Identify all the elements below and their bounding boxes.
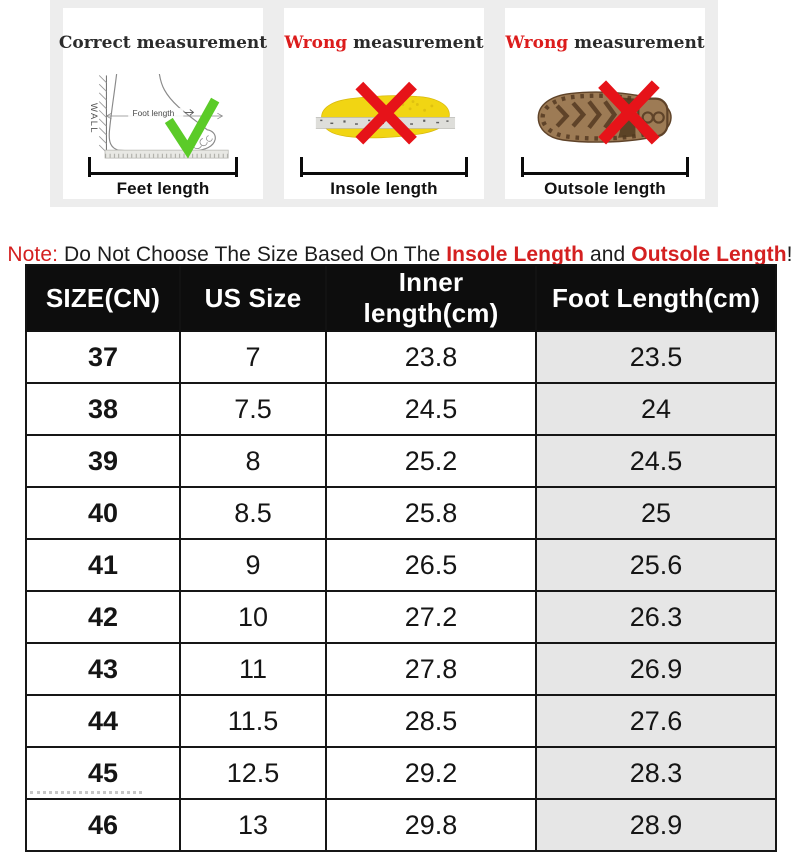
wall-label: WALL bbox=[89, 103, 100, 134]
header-us-size: US Size bbox=[179, 264, 327, 332]
inner-length-cell: 25.8 bbox=[325, 486, 537, 540]
table-row: 43 11 27.8 26.9 bbox=[25, 642, 777, 696]
panel-correct-measurement: Correct measurement WALL bbox=[59, 8, 267, 199]
red-cross-icon bbox=[598, 80, 660, 145]
us-size-cell: 9 bbox=[179, 538, 327, 592]
foot-length-cell: 25 bbox=[535, 486, 777, 540]
size-cn-cell: 39 bbox=[25, 434, 181, 488]
us-size-cell: 8 bbox=[179, 434, 327, 488]
size-table: SIZE(CN) US Size Inner length(cm) Foot L… bbox=[25, 264, 777, 852]
table-row: 38 7.5 24.5 24 bbox=[25, 382, 777, 436]
us-size-cell: 7 bbox=[179, 330, 327, 384]
inner-length-cell: 29.8 bbox=[325, 798, 537, 852]
table-row: 44 11.5 28.5 27.6 bbox=[25, 694, 777, 748]
table-row: 46 13 29.8 28.9 bbox=[25, 798, 777, 852]
us-size-cell: 11.5 bbox=[179, 694, 327, 748]
inner-length-cell: 24.5 bbox=[325, 382, 537, 436]
outsole-illustration bbox=[537, 80, 672, 145]
size-table-header: SIZE(CN) US Size Inner length(cm) Foot L… bbox=[25, 264, 777, 332]
foot-length-cell: 25.6 bbox=[535, 538, 777, 592]
note-prefix: Note: bbox=[7, 243, 59, 266]
ruler bbox=[104, 149, 229, 159]
title-suffix: measurement bbox=[130, 33, 268, 53]
note-insole-highlight: Insole Length bbox=[446, 243, 585, 266]
foot-length-cell: 23.5 bbox=[535, 330, 777, 384]
panel-caption: Feet length bbox=[116, 179, 210, 198]
panel-title: Wrong measurement bbox=[284, 35, 483, 52]
size-cn-cell: 46 bbox=[25, 798, 181, 852]
table-row: 41 9 26.5 25.6 bbox=[25, 538, 777, 592]
foot-length-cell: 28.9 bbox=[535, 798, 777, 852]
panel-wrong-insole: Wrong measurement bbox=[284, 8, 484, 199]
foot-length-cell: 27.6 bbox=[535, 694, 777, 748]
panel-caption: Outsole length bbox=[544, 179, 666, 198]
inner-length-cell: 23.8 bbox=[325, 330, 537, 384]
size-cn-cell: 43 bbox=[25, 642, 181, 696]
note-exclamation: ! bbox=[786, 243, 793, 266]
panel-wrong-outsole: Wrong measurement Outsole length bbox=[505, 8, 705, 199]
foot-length-cell: 28.3 bbox=[535, 746, 777, 800]
length-bracket bbox=[521, 156, 689, 178]
us-size-cell: 12.5 bbox=[179, 746, 327, 800]
panel-title: Correct measurement bbox=[59, 35, 267, 52]
foot-length-cell: 24.5 bbox=[535, 434, 777, 488]
note-and: and bbox=[584, 243, 632, 266]
us-size-cell: 10 bbox=[179, 590, 327, 644]
length-bracket bbox=[88, 156, 238, 178]
table-row: 42 10 27.2 26.3 bbox=[25, 590, 777, 644]
header-inner-length: Inner length(cm) bbox=[325, 264, 537, 332]
panel-title: Wrong measurement bbox=[505, 35, 704, 52]
size-table-body: 37 7 23.8 23.5 38 7.5 24.5 24 39 8 25.2 … bbox=[25, 330, 777, 852]
title-prefix: Correct bbox=[58, 33, 131, 53]
inner-length-cell: 29.2 bbox=[325, 746, 537, 800]
watermark-fragment bbox=[30, 791, 142, 794]
note-outsole-highlight: Outsole Length bbox=[631, 243, 787, 266]
inner-length-cell: 26.5 bbox=[325, 538, 537, 592]
foot-length-cell: 26.3 bbox=[535, 590, 777, 644]
inner-length-cell: 27.2 bbox=[325, 590, 537, 644]
note-body: Do Not Choose The Size Based On The bbox=[58, 243, 447, 266]
inner-length-cell: 28.5 bbox=[325, 694, 537, 748]
header-size-cn: SIZE(CN) bbox=[25, 264, 181, 332]
foot-measurement-illustration: WALL Foot length bbox=[89, 74, 229, 159]
size-cn-cell: 44 bbox=[25, 694, 181, 748]
title-suffix: measurement bbox=[568, 33, 705, 53]
inner-length-cell: 25.2 bbox=[325, 434, 537, 488]
foot-outline bbox=[108, 74, 216, 153]
small-arrow-icon bbox=[184, 109, 195, 116]
insole-texture bbox=[401, 100, 434, 112]
foot-length-cell: 26.9 bbox=[535, 642, 777, 696]
green-check-icon bbox=[164, 97, 220, 159]
size-cn-cell: 37 bbox=[25, 330, 181, 384]
table-row: 37 7 23.8 23.5 bbox=[25, 330, 777, 384]
foot-length-cell: 24 bbox=[535, 382, 777, 436]
title-prefix: Wrong bbox=[505, 33, 569, 53]
measurement-panels: Correct measurement WALL bbox=[50, 0, 718, 207]
panel-caption: Insole length bbox=[330, 179, 438, 198]
us-size-cell: 7.5 bbox=[179, 382, 327, 436]
foot-length-label: Foot length bbox=[133, 108, 175, 118]
size-cn-cell: 40 bbox=[25, 486, 181, 540]
table-row: 40 8.5 25.8 25 bbox=[25, 486, 777, 540]
size-cn-cell: 42 bbox=[25, 590, 181, 644]
title-prefix: Wrong bbox=[284, 33, 348, 53]
size-cn-cell: 38 bbox=[25, 382, 181, 436]
wall-hatching bbox=[98, 75, 107, 153]
us-size-cell: 11 bbox=[179, 642, 327, 696]
title-suffix: measurement bbox=[347, 33, 484, 53]
header-foot-length: Foot Length(cm) bbox=[535, 264, 777, 332]
insole-illustration bbox=[315, 81, 456, 145]
length-bracket bbox=[300, 156, 468, 178]
size-cn-cell: 41 bbox=[25, 538, 181, 592]
inner-length-cell: 27.8 bbox=[325, 642, 537, 696]
table-row: 39 8 25.2 24.5 bbox=[25, 434, 777, 488]
size-note: Note: Do Not Choose The Size Based On Th… bbox=[0, 243, 800, 267]
table-row: 45 12.5 29.2 28.3 bbox=[25, 746, 777, 800]
red-cross-icon bbox=[355, 81, 417, 145]
us-size-cell: 13 bbox=[179, 798, 327, 852]
us-size-cell: 8.5 bbox=[179, 486, 327, 540]
